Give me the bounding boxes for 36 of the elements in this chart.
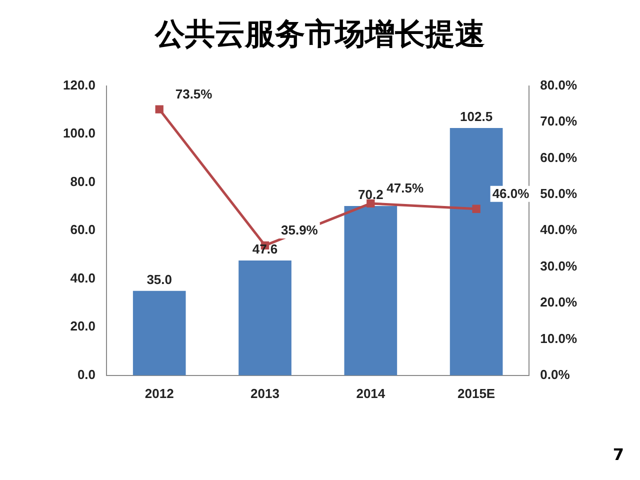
point <box>155 105 164 114</box>
point <box>366 199 375 208</box>
y-tick-label: 40.0 <box>70 270 96 286</box>
x-tick-label: 2014 <box>356 386 386 401</box>
data-label: 47.5% <box>386 180 424 196</box>
y-tick-label: 60.0 <box>70 222 96 238</box>
y-tick-label: 20.0 <box>70 318 96 334</box>
data-label: 73.5% <box>175 86 213 102</box>
bar <box>132 290 186 376</box>
y2-tick-label: 0.0% <box>540 366 570 382</box>
y2-tick-label: 40.0% <box>540 222 578 238</box>
chart-title: 公共云服务市场增长提速 <box>154 16 486 54</box>
data-label: 46.0% <box>492 186 530 201</box>
y-tick-label: 100.0 <box>62 126 96 141</box>
point <box>472 204 480 213</box>
y2-tick-label: 50.0% <box>540 186 578 201</box>
data-label: 35.9% <box>281 222 318 238</box>
y2-tick-label: 20.0% <box>540 294 578 310</box>
y2-tick-label: 30.0% <box>540 258 578 274</box>
y2-tick-label: 80.0% <box>540 77 578 92</box>
data-label: 47.6 <box>252 242 278 257</box>
x-tick-label: 2013 <box>250 386 280 401</box>
y2-tick-label: 70.0% <box>540 114 578 129</box>
y-tick-label: 80.0 <box>70 174 96 189</box>
y-tick-label: 120.0 <box>62 77 96 92</box>
data-label: 70.2 <box>358 187 384 202</box>
y2-tick-label: 10.0% <box>540 330 578 346</box>
y-tick-label: 0.0 <box>77 366 96 382</box>
x-tick-label: 2015E <box>458 386 496 401</box>
bar <box>344 206 398 376</box>
bar <box>238 260 292 376</box>
y2-tick-label: 60.0% <box>540 150 578 165</box>
data-label: 102.5 <box>460 109 493 124</box>
text: 7 <box>612 445 625 464</box>
x-tick-label: 2012 <box>144 386 174 401</box>
data-label: 35.0 <box>146 272 172 288</box>
